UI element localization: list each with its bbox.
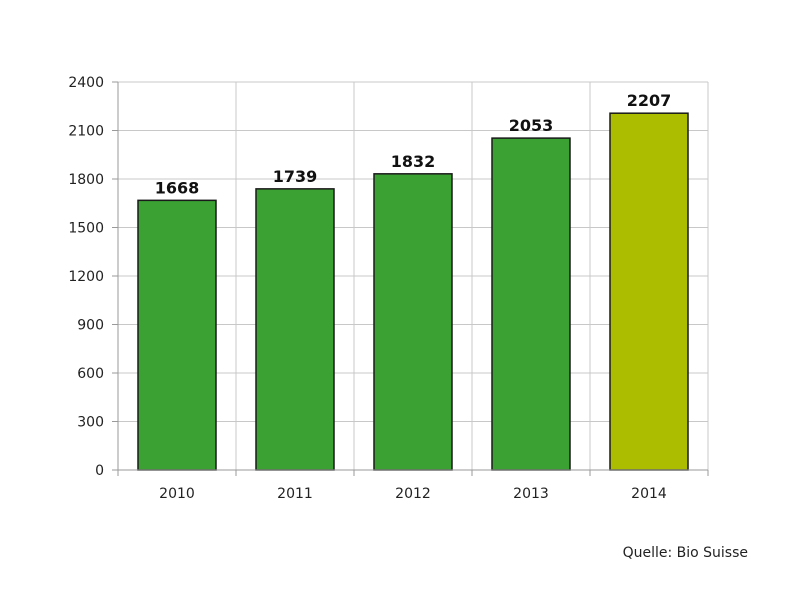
y-tick-label: 2400 [68,75,104,91]
y-tick-label: 900 [77,318,104,334]
x-tick-label: 2010 [159,486,195,502]
data-label-2013: 2053 [509,116,554,135]
data-label-2014: 2207 [627,91,672,110]
y-tick-label: 1200 [68,269,104,285]
data-label-2012: 1832 [391,152,436,171]
y-tick-label: 1800 [68,172,104,188]
x-tick-label: 2014 [631,486,667,502]
bars-layer [137,112,689,471]
data-label-2010: 1668 [155,178,200,197]
y-tick-label: 2100 [68,124,104,140]
labels-layer: 0 300 600 900 1200 1500 1800 2100 2400 1668 2010 17… [68,75,671,502]
y-tick-label: 600 [77,366,104,382]
axes-layer [112,81,709,476]
y-tick-label: 300 [77,415,104,431]
x-tick-label: 2013 [513,486,549,502]
bar-2010 [137,199,217,471]
data-label-2011: 1739 [273,167,318,186]
y-tick-label: 1500 [68,221,104,237]
bar-2012 [373,173,453,471]
bar-2011 [255,188,335,471]
x-tick-label: 2011 [277,486,313,502]
bar-2014 [609,112,689,471]
source-note: Quelle: Bio Suisse [622,545,748,561]
y-tick-label: 0 [95,463,104,479]
x-tick-label: 2012 [395,486,431,502]
bar-2013 [491,137,571,471]
